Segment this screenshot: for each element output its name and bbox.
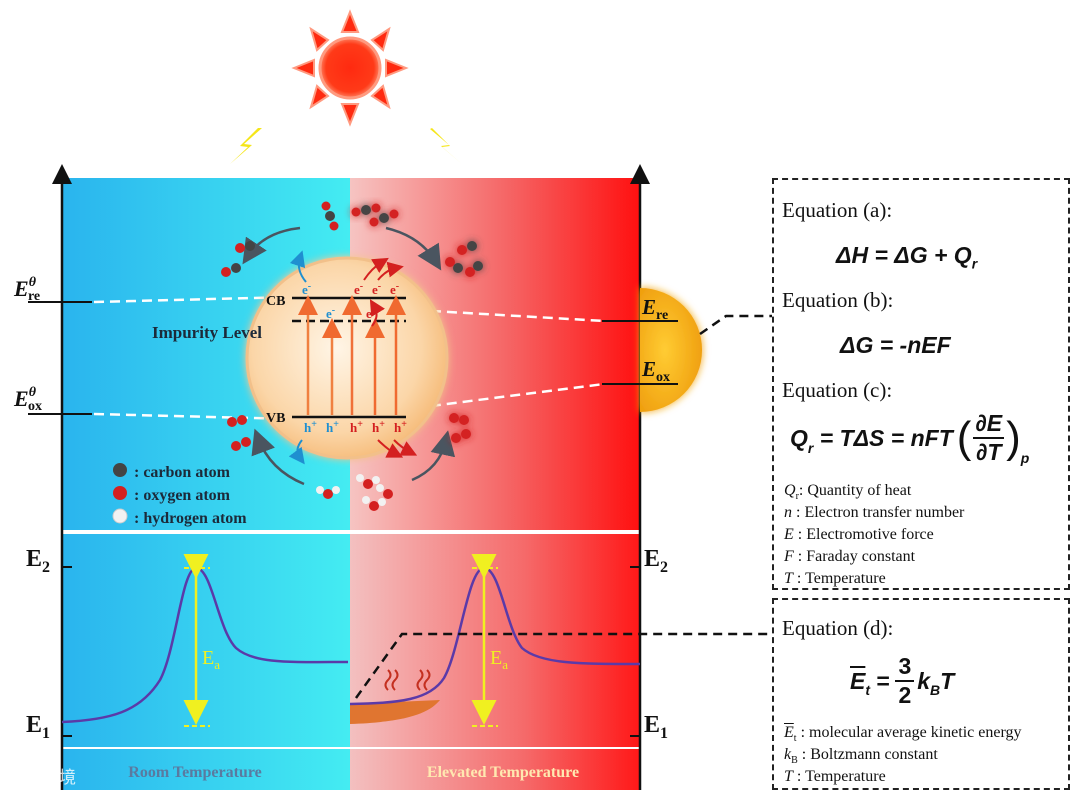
heat-source-fill (350, 700, 440, 724)
svg-text:e-: e- (302, 281, 311, 297)
legend-hydrogen-label: : hydrogen atom (134, 510, 247, 527)
e2-label-right: E2 (644, 546, 668, 576)
co-molecules-right (445, 241, 483, 277)
oxygen-atom-icon (113, 486, 127, 500)
e-re-right-label: Ere (641, 295, 668, 323)
svg-text:h+: h+ (372, 419, 385, 435)
excitation-arrows (298, 295, 406, 415)
definition-electron-transfer-number: n : Electron transfer number (784, 504, 965, 521)
elevated-temperature-label: Elevated Temperature (427, 764, 579, 781)
co2-molecule-top-right-1 (351, 203, 381, 217)
heat-waves-icon (384, 669, 431, 691)
e-ox-right-label: Eox (641, 357, 670, 385)
vb-label: VB (266, 411, 285, 426)
equation-a-formula: ΔH = ΔG + Qr (836, 242, 978, 272)
e2-label-left: E2 (26, 546, 50, 576)
co2-molecule-top-right-2 (369, 209, 399, 227)
svg-text:e-: e- (372, 281, 381, 297)
charge-transfer-arrows (288, 250, 418, 465)
definition-electromotive-force: E : Electromotive force (784, 526, 934, 543)
room-temperature-label: Room Temperature (128, 764, 261, 781)
ea-label-room: Ea (202, 647, 220, 672)
e-re-dashed-left (93, 295, 293, 304)
e1-label-right: E1 (644, 712, 668, 742)
svg-text:h+: h+ (350, 419, 363, 435)
definition-temperature-c: T : Temperature (784, 570, 886, 587)
legend-carbon-label: : carbon atom (134, 464, 231, 481)
watermark: 大数跨境 (8, 768, 76, 788)
definition-temperature-d: T : Temperature (784, 768, 886, 785)
lightning-left-icon (230, 128, 262, 164)
svg-text:h+: h+ (326, 419, 339, 435)
equation-d-title: Equation (d): (782, 616, 894, 640)
equation-b-title: Equation (b): (782, 288, 894, 312)
semiconductor-particle (245, 256, 449, 460)
atom-legend: : carbon atom : oxygen atom : hydrogen a… (112, 463, 247, 527)
e-ox-dashed-left (93, 412, 293, 421)
e-re-left-label: Eθ re (13, 275, 40, 304)
co-molecule-left-1 (235, 241, 255, 253)
svg-text:e-: e- (326, 305, 335, 321)
electrode-half-disk (602, 288, 702, 412)
cb-label: CB (266, 294, 285, 309)
co-molecule-left-2 (221, 263, 241, 277)
definition-avg-kinetic-energy: Et : molecular average kinetic energy (784, 724, 1022, 745)
o2-molecules-left (227, 415, 251, 451)
equation-c-title: Equation (c): (782, 378, 893, 402)
svg-text:h+: h+ (394, 419, 407, 435)
o2-molecules-right (449, 413, 471, 443)
definition-boltzmann-constant: kB : Boltzmann constant (784, 746, 938, 767)
ea-label-elevated: Ea (490, 647, 508, 672)
svg-text:e-: e- (354, 281, 363, 297)
electrons: e- e- e- e- e- e- (302, 281, 399, 321)
e1-label-left: E1 (26, 712, 50, 742)
sun-icon (291, 9, 409, 127)
carbon-atom-icon (113, 463, 127, 477)
holes: h+ h+ h+ h+ h+ (304, 419, 407, 435)
co2-molecule-top-left (321, 201, 339, 231)
legend-oxygen-label: : oxygen atom (134, 487, 231, 504)
equation-b-formula: ΔG = -nEF (840, 332, 951, 358)
definition-quantity-of-heat: Qr: Quantity of heat (784, 482, 912, 503)
hydrogen-atom-icon (112, 508, 128, 524)
connector-to-eq-d (354, 632, 776, 699)
reaction-flow-arrows (242, 226, 456, 486)
svg-text:h+: h+ (304, 419, 317, 435)
e-ox-left-label: Eθ ox (13, 385, 42, 414)
equation-box-abc: Equation (a): ΔH = ΔG + Qr Equation (b):… (772, 178, 1070, 590)
h2o-molecules (316, 474, 393, 511)
definition-faraday-constant: F : Faraday constant (784, 548, 916, 565)
svg-text:e-: e- (390, 281, 399, 297)
connector-to-eq-a (699, 314, 776, 336)
equation-a-title: Equation (a): (782, 198, 893, 222)
lightning-right-icon (430, 128, 462, 164)
impurity-level-label: Impurity Level (152, 323, 262, 342)
